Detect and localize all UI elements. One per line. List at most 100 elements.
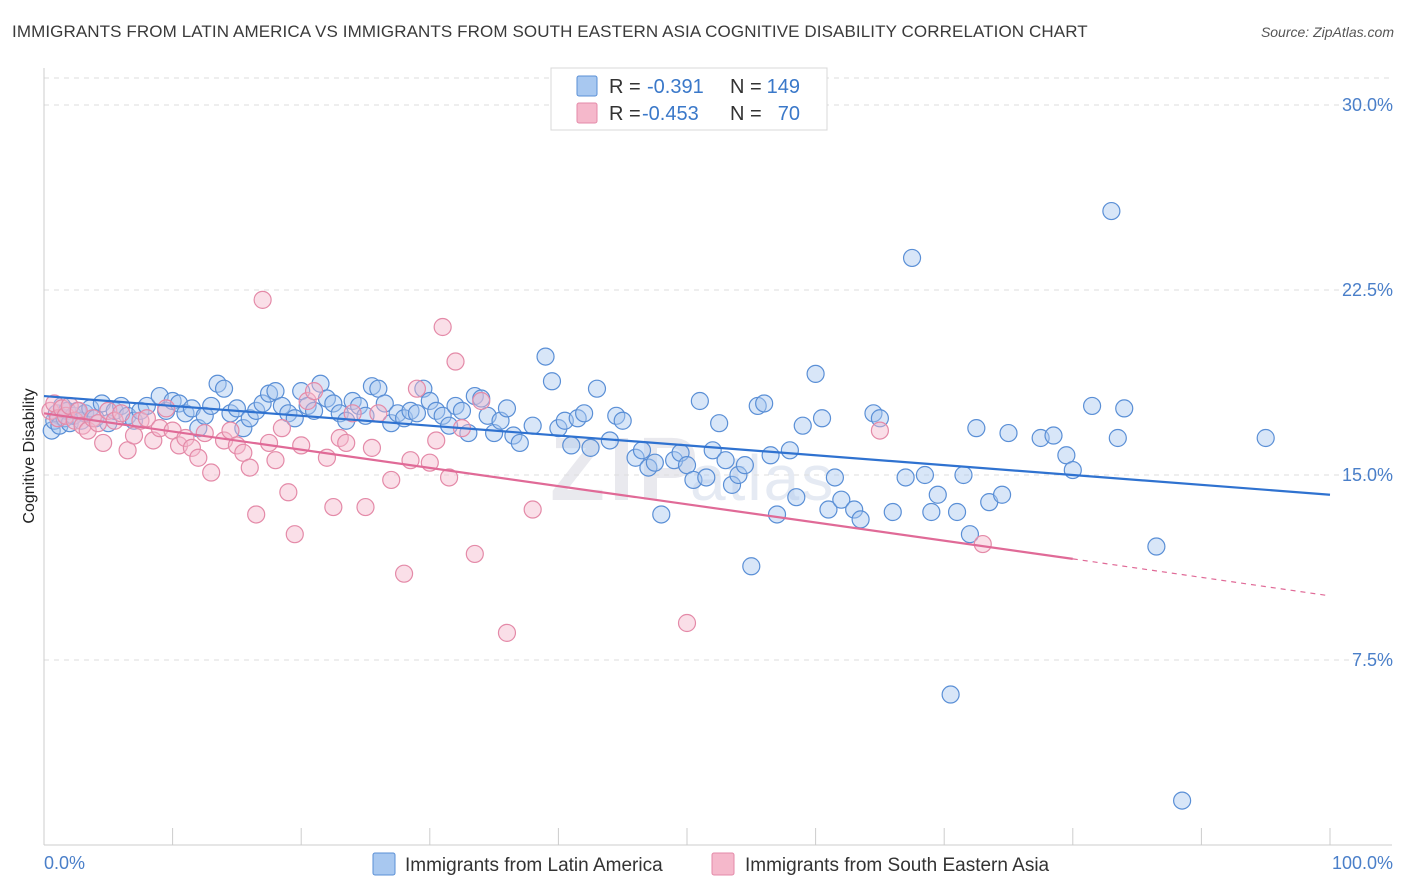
point-se-asia: [195, 423, 214, 443]
point-latin-america: [767, 505, 787, 524]
point-latin-america: [710, 414, 729, 433]
point-se-asia: [446, 352, 465, 371]
trend-line-latin-america: [43, 394, 1331, 496]
point-latin-america: [716, 451, 735, 470]
point-latin-america: [1082, 396, 1102, 416]
point-se-asia: [202, 463, 221, 482]
point-latin-america: [690, 391, 709, 411]
point-se-asia: [337, 433, 356, 453]
point-latin-america: [1115, 399, 1134, 418]
point-se-asia: [247, 505, 266, 524]
x-axis-ticks: [172, 828, 1331, 845]
legend-n-label-1: N =: [730, 76, 762, 98]
point-se-asia: [465, 544, 484, 564]
point-se-asia: [343, 404, 362, 423]
point-se-asia: [433, 317, 452, 337]
x-tick-label-min: 0.0%: [44, 853, 85, 873]
point-latin-america: [1256, 428, 1275, 448]
point-se-asia: [298, 391, 317, 411]
legend-swatch-latin-america: [576, 75, 598, 97]
point-latin-america: [787, 488, 806, 507]
point-latin-america: [896, 468, 915, 487]
point-se-asia: [266, 451, 285, 470]
series-latin-america-points: [42, 201, 1275, 810]
point-latin-america: [960, 525, 980, 544]
point-latin-america: [407, 404, 427, 423]
point-se-asia: [362, 438, 382, 457]
point-se-asia: [182, 438, 201, 457]
legend-r-label-2: R =: [609, 103, 641, 125]
series-legend: Immigrants from Latin America Immigrants…: [372, 852, 1050, 876]
watermark-text: ZIP: [550, 420, 702, 520]
point-se-asia: [285, 525, 304, 544]
point-latin-america: [1108, 428, 1127, 448]
point-latin-america: [497, 399, 517, 418]
point-latin-america: [632, 441, 652, 460]
point-se-asia: [69, 401, 88, 420]
y-tick-label: 7.5%: [1352, 650, 1393, 670]
series-legend-swatch-latin-america: [372, 852, 396, 876]
point-latin-america: [645, 453, 664, 472]
point-se-asia: [870, 421, 890, 440]
y-tick-label: 22.5%: [1342, 280, 1393, 300]
point-latin-america: [214, 379, 234, 398]
x-tick-labels: 0.0% 100.0%: [44, 853, 1393, 873]
point-se-asia: [272, 419, 292, 438]
point-se-asia: [157, 399, 176, 418]
point-latin-america: [433, 406, 452, 425]
point-latin-america: [324, 394, 343, 413]
point-latin-america: [542, 372, 562, 391]
series-legend-label-latin-america: Immigrants from Latin America: [405, 855, 663, 876]
chart-title: IMMIGRANTS FROM LATIN AMERICA VS IMMIGRA…: [12, 22, 1088, 41]
point-latin-america: [832, 490, 851, 509]
point-se-asia: [304, 382, 324, 401]
point-latin-america: [240, 409, 259, 428]
series-legend-swatch-se-asia: [711, 852, 735, 876]
point-se-asia: [356, 497, 375, 517]
point-latin-america: [375, 394, 394, 413]
point-latin-america: [780, 441, 799, 460]
point-se-asia: [324, 497, 343, 517]
point-latin-america: [613, 411, 632, 430]
point-se-asia: [382, 470, 401, 490]
y-tick-label: 15.0%: [1342, 465, 1393, 485]
point-latin-america: [870, 409, 890, 428]
point-latin-america: [626, 448, 645, 467]
point-latin-america: [1044, 426, 1063, 445]
y-tick-labels: 7.5% 15.0% 22.5% 30.0%: [1342, 95, 1393, 670]
point-latin-america: [1173, 791, 1192, 810]
x-tick-label-max: 100.0%: [1332, 853, 1393, 873]
point-latin-america: [819, 500, 838, 519]
point-latin-america: [523, 416, 542, 435]
series-legend-label-se-asia: Immigrants from South Eastern Asia: [745, 855, 1050, 876]
point-latin-america: [652, 505, 671, 524]
point-latin-america: [825, 468, 844, 487]
point-latin-america: [915, 465, 935, 485]
point-latin-america: [954, 465, 973, 485]
point-latin-america: [562, 436, 581, 455]
source-credit: Source: ZipAtlas.com: [1260, 24, 1394, 40]
point-se-asia: [523, 500, 542, 519]
point-latin-america: [1147, 537, 1166, 556]
legend-n-value-2: 70: [778, 103, 800, 125]
point-latin-america: [227, 399, 246, 418]
point-se-asia: [427, 431, 446, 450]
point-latin-america: [902, 248, 922, 268]
series-se-asia-points: [41, 290, 992, 642]
point-latin-america: [806, 364, 825, 383]
point-se-asia: [94, 433, 113, 453]
point-latin-america: [735, 456, 754, 475]
grid-lines: [44, 77, 1392, 661]
point-latin-america: [536, 347, 555, 366]
point-latin-america: [202, 396, 221, 416]
point-latin-america: [812, 409, 832, 428]
legend-r-label-1: R =: [609, 76, 641, 98]
point-se-asia: [112, 404, 131, 423]
legend-r-value-2: -0.453: [642, 103, 699, 125]
point-se-asia: [369, 404, 388, 423]
point-se-asia: [497, 623, 517, 642]
legend-n-value-1: 149: [767, 76, 800, 98]
point-se-asia: [472, 391, 491, 411]
point-latin-america: [755, 394, 774, 413]
legend-n-label-2: N =: [730, 103, 762, 125]
